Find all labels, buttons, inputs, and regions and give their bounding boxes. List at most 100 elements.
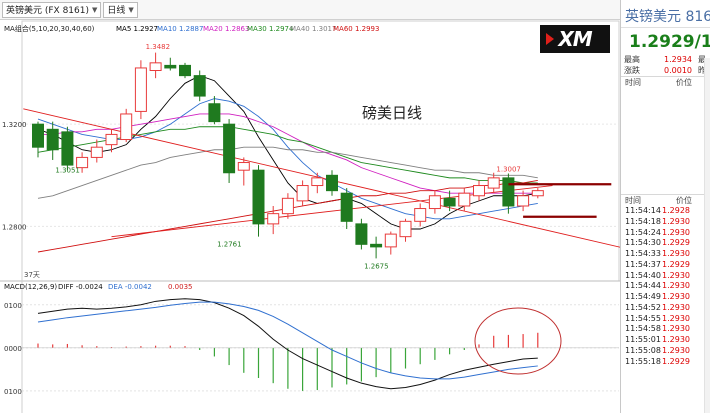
candle-body-down bbox=[370, 243, 383, 248]
price-y-tick-label: 1.2800 bbox=[2, 223, 27, 231]
candle-body-down bbox=[223, 123, 236, 174]
candle bbox=[76, 152, 89, 173]
broker-logo: XM bbox=[540, 25, 610, 53]
symbol-select[interactable]: 英镑美元 (FX 8161) ▼ bbox=[2, 1, 102, 18]
candle bbox=[531, 188, 544, 199]
macd-y-tick-label: 0100 bbox=[4, 302, 22, 310]
candle bbox=[134, 60, 147, 120]
candle-body-up bbox=[105, 133, 118, 146]
candle-body-down bbox=[164, 64, 177, 69]
tick-row: 11:54:18 1.2930 bbox=[621, 217, 710, 228]
quote-high-row: 最高 1.2934 最 bbox=[621, 54, 710, 65]
candle-body-up bbox=[487, 177, 500, 189]
high-value: 1.2934 bbox=[664, 55, 692, 64]
macd-dea-line bbox=[37, 301, 538, 380]
tick-time: 11:55:08 bbox=[625, 345, 661, 355]
candle bbox=[164, 57, 177, 71]
candle-body-down bbox=[252, 169, 265, 225]
macd-highlight-circle bbox=[474, 307, 562, 375]
change-label: 涨跌 bbox=[624, 66, 640, 75]
ma30-legend: MA30 1.2974 bbox=[247, 25, 294, 33]
macd-legend-diff: DIFF -0.0024 bbox=[58, 283, 103, 291]
chevron-down-icon: ▼ bbox=[128, 5, 134, 14]
candle bbox=[149, 52, 162, 79]
quote-scrollbar[interactable] bbox=[704, 58, 710, 413]
candle bbox=[105, 129, 118, 153]
tick-time: 11:54:44 bbox=[625, 281, 661, 291]
tick-row: 11:54:14 1.2928 bbox=[621, 206, 710, 217]
candle bbox=[443, 190, 456, 212]
tick-price: 1.2930 bbox=[662, 335, 690, 344]
lower-tick-header: 时间 价位 bbox=[621, 194, 710, 206]
tick-price: 1.2930 bbox=[662, 302, 690, 312]
candle bbox=[223, 119, 236, 183]
tick-time: 11:55:01 bbox=[625, 335, 661, 344]
period-select-label: 日线 bbox=[107, 6, 126, 16]
tick-price: 1.2930 bbox=[662, 292, 690, 301]
macd-diff-line bbox=[37, 298, 538, 390]
candle bbox=[90, 139, 103, 163]
moving-average-lines bbox=[37, 75, 538, 253]
symbol-select-label: 英镑美元 (FX 8161) bbox=[6, 6, 89, 16]
tick-row: 11:54:52 1.2930 bbox=[621, 303, 710, 314]
candle-body-up bbox=[134, 67, 147, 112]
quote-panel: 英镑美元 816 1.2929/1 最高 1.2934 最 涨跌 0.0010 … bbox=[620, 0, 710, 413]
candle bbox=[326, 170, 338, 196]
ma40-line bbox=[37, 146, 538, 199]
high-price-label: 1.3482 bbox=[146, 43, 171, 51]
tick-time: 11:54:30 bbox=[625, 238, 661, 248]
tick-list[interactable]: 11:54:14 1.2928 11:54:18 1.2930 11:54:24 1.29… bbox=[621, 206, 710, 367]
tick-time: 11:54:33 bbox=[625, 249, 661, 258]
candle-body-down bbox=[179, 64, 191, 77]
candle-body-up bbox=[414, 208, 427, 222]
macd-y-tick-label: 0100 bbox=[4, 388, 22, 396]
quote-title: 英镑美元 816 bbox=[621, 0, 710, 28]
candle-body-up bbox=[267, 213, 280, 225]
candlestick-series bbox=[32, 52, 544, 259]
candle bbox=[458, 188, 471, 212]
logo-mark-icon bbox=[546, 33, 554, 45]
tick-time: 11:54:58 bbox=[625, 324, 661, 334]
tick-price: 1.2930 bbox=[662, 249, 690, 258]
candle bbox=[370, 236, 383, 259]
tick-time: 11:54:52 bbox=[625, 302, 661, 312]
ma20-legend: MA20 1.2863 bbox=[203, 25, 249, 33]
tick-time: 11:54:49 bbox=[625, 292, 661, 301]
tick-row: 11:54:44 1.2930 bbox=[621, 281, 710, 292]
tick-price: 1.2930 bbox=[662, 281, 690, 291]
tick-row: 11:54:55 1.2930 bbox=[621, 314, 710, 325]
candle bbox=[46, 121, 59, 160]
tick-price: 1.2930 bbox=[662, 216, 690, 226]
candle bbox=[473, 180, 485, 201]
candle bbox=[487, 172, 500, 194]
tick-time: 11:54:24 bbox=[625, 227, 661, 237]
time-header: 时间 bbox=[625, 196, 641, 205]
low-price-label: 1.3051 bbox=[55, 166, 80, 174]
candle-body-up bbox=[531, 190, 544, 197]
tick-row: 11:55:18 1.2929 bbox=[621, 357, 710, 368]
period-select[interactable]: 日线 ▼ bbox=[103, 1, 138, 18]
axis-tick-labels: 1.3200 1.2800 0100 0000 0100 bbox=[2, 121, 27, 396]
low-price-label: 1.2675 bbox=[364, 262, 389, 270]
quote-change-row: 涨跌 0.0010 昨 bbox=[621, 65, 710, 76]
tick-price: 1.2930 bbox=[662, 324, 690, 334]
tick-price: 1.2930 bbox=[662, 227, 690, 237]
macd-legend-dea: DEA -0.0042 bbox=[108, 283, 152, 291]
candle-body-down bbox=[61, 131, 74, 166]
price-y-tick-label: 1.3200 bbox=[2, 121, 27, 129]
tick-row: 11:55:08 1.2930 bbox=[621, 346, 710, 357]
ma-group-label[interactable]: MA组合(5,10,20,30,40,60) bbox=[4, 24, 95, 33]
candle bbox=[296, 180, 309, 206]
macd-legend-name[interactable]: MACD(12,26,9) bbox=[4, 283, 57, 291]
logo-text: XM bbox=[558, 27, 592, 51]
tick-price: 1.2929 bbox=[662, 259, 690, 269]
candle-body-down bbox=[355, 223, 368, 245]
high-tail: 最 bbox=[698, 55, 706, 64]
candle-body-up bbox=[296, 185, 309, 202]
candle bbox=[252, 165, 265, 237]
candle bbox=[399, 218, 412, 242]
low-price-label: 1.2761 bbox=[217, 240, 242, 248]
chevron-down-icon: ▼ bbox=[92, 5, 98, 14]
candle-body-down bbox=[32, 123, 44, 148]
candle-body-up bbox=[311, 177, 324, 187]
